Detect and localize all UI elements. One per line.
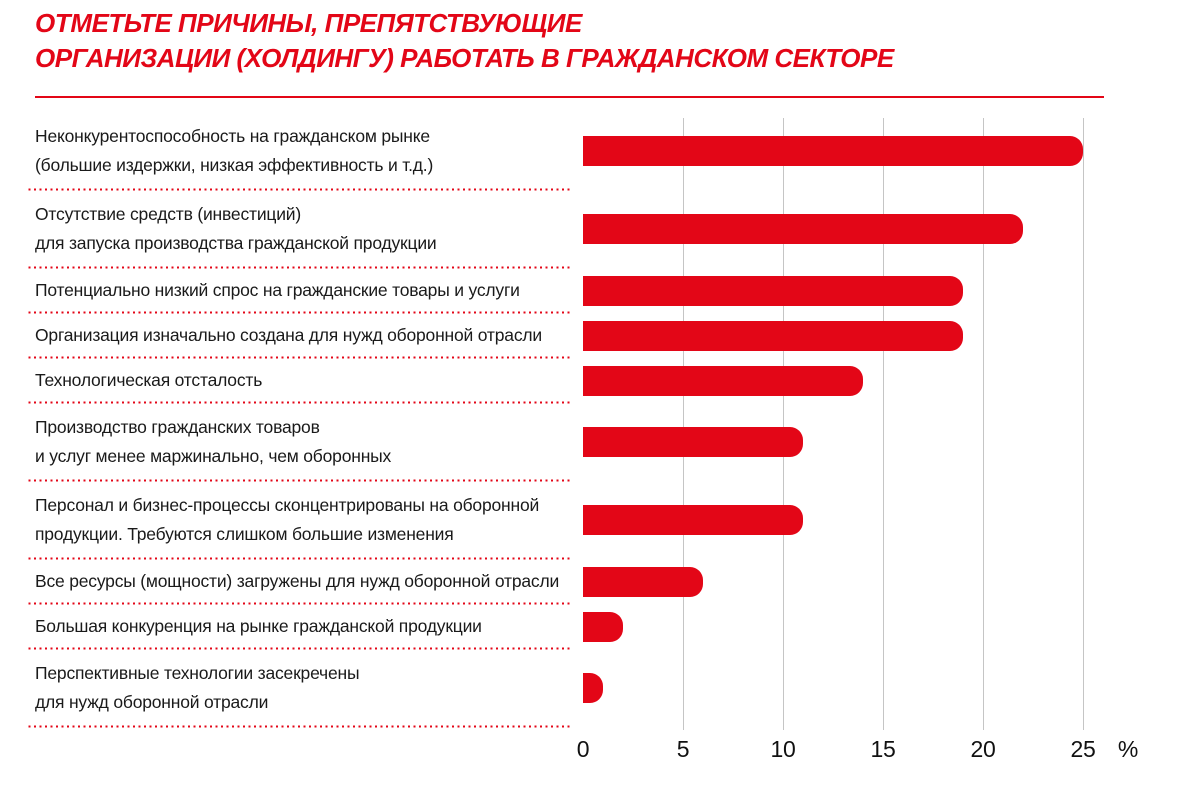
category-label: Все ресурсы (мощности) загружены для нуж… bbox=[28, 559, 573, 604]
chart-row: Большая конкуренция на рынке гражданской… bbox=[0, 604, 1177, 650]
bar-cell bbox=[583, 275, 963, 306]
category-label: Перспективные технологии засекречены для … bbox=[28, 649, 573, 727]
bar bbox=[583, 320, 963, 351]
category-label-line: продукции. Требуются слишком большие изм… bbox=[35, 524, 454, 544]
gridline bbox=[783, 118, 784, 730]
bar-cell bbox=[583, 320, 963, 351]
bar-cell bbox=[583, 611, 623, 642]
category-label-line: Технологическая отсталость bbox=[35, 370, 263, 390]
chart-row: Персонал и бизнес-процессы сконцентриров… bbox=[0, 481, 1177, 560]
gridline bbox=[1083, 118, 1084, 730]
bar bbox=[583, 275, 963, 306]
bar bbox=[583, 611, 623, 642]
chart-row: Производство гражданских товаров и услуг … bbox=[0, 403, 1177, 482]
chart-row: Технологическая отсталость bbox=[0, 358, 1177, 404]
gridline bbox=[883, 118, 884, 730]
category-label-line: (большие издержки, низкая эффективность … bbox=[35, 155, 434, 175]
category-label-line: Неконкурентоспособность на гражданском р… bbox=[35, 126, 430, 146]
gridline bbox=[683, 118, 684, 730]
chart-title-line-1: ОТМЕТЬТЕ ПРИЧИНЫ, ПРЕПЯТСТВУЮЩИЕ bbox=[35, 8, 582, 38]
chart-row: Все ресурсы (мощности) загружены для нуж… bbox=[0, 559, 1177, 605]
chart-title: ОТМЕТЬТЕ ПРИЧИНЫ, ПРЕПЯТСТВУЮЩИЕ ОРГАНИЗ… bbox=[35, 6, 894, 76]
bar-cell bbox=[583, 214, 1023, 244]
category-label-line: Организация изначально создана для нужд … bbox=[35, 325, 542, 345]
bar bbox=[583, 505, 803, 535]
category-label: Большая конкуренция на рынке гражданской… bbox=[28, 604, 573, 649]
bar bbox=[583, 136, 1083, 166]
x-tick-label: 15 bbox=[870, 736, 896, 762]
dotted-separator bbox=[28, 401, 573, 404]
chart-row: Неконкурентоспособность на гражданском р… bbox=[0, 112, 1177, 191]
x-axis: 0 5 10 15 20 25% bbox=[0, 736, 1177, 770]
bar bbox=[583, 214, 1023, 244]
title-divider-line bbox=[35, 96, 1104, 98]
chart-row: Перспективные технологии засекречены для … bbox=[0, 649, 1177, 728]
bar-cell bbox=[583, 365, 863, 396]
x-tick-label: 20 bbox=[970, 736, 996, 762]
category-label-line: Все ресурсы (мощности) загружены для нуж… bbox=[35, 571, 560, 591]
category-label-line: Отсутствие средств (инвестиций) bbox=[35, 204, 301, 224]
bar bbox=[583, 427, 803, 457]
axis-unit-label: % bbox=[1117, 736, 1139, 762]
chart-row: Организация изначально создана для нужд … bbox=[0, 313, 1177, 359]
bar-cell bbox=[583, 505, 803, 535]
category-label-line: для запуска производства гражданской про… bbox=[35, 233, 437, 253]
bar-cell bbox=[583, 136, 1083, 166]
category-label-line: Производство гражданских товаров bbox=[35, 417, 320, 437]
bar-cell bbox=[583, 673, 603, 703]
category-label: Организация изначально создана для нужд … bbox=[28, 313, 573, 358]
category-label: Персонал и бизнес-процессы сконцентриров… bbox=[28, 481, 573, 559]
category-label-line: Персонал и бизнес-процессы сконцентриров… bbox=[35, 495, 540, 515]
x-tick-label: 25 bbox=[1070, 736, 1096, 762]
chart-rows: Неконкурентоспособность на гражданском р… bbox=[0, 112, 1177, 728]
dotted-separator bbox=[28, 311, 573, 314]
dotted-separator bbox=[28, 602, 573, 605]
bar bbox=[583, 365, 863, 396]
x-tick-label: 0 bbox=[576, 736, 590, 762]
category-label: Производство гражданских товаров и услуг … bbox=[28, 403, 573, 481]
bar-cell bbox=[583, 566, 703, 597]
bar-cell bbox=[583, 427, 803, 457]
gridline bbox=[983, 118, 984, 730]
category-label: Неконкурентоспособность на гражданском р… bbox=[28, 112, 573, 190]
category-label-line: Большая конкуренция на рынке гражданской… bbox=[35, 616, 482, 636]
dotted-separator bbox=[28, 356, 573, 359]
dotted-separator bbox=[28, 557, 573, 560]
chart-row: Отсутствие средств (инвестиций) для запус… bbox=[0, 190, 1177, 269]
chart-row: Потенциально низкий спрос на гражданские… bbox=[0, 268, 1177, 314]
dotted-separator bbox=[28, 647, 573, 650]
category-label-line: для нужд оборонной отрасли bbox=[35, 692, 269, 712]
category-label: Отсутствие средств (инвестиций) для запус… bbox=[28, 190, 573, 268]
dotted-separator bbox=[28, 266, 573, 269]
category-label: Технологическая отсталость bbox=[28, 358, 573, 403]
x-tick-label: 5 bbox=[676, 736, 690, 762]
dotted-separator bbox=[28, 725, 573, 728]
category-label-line: и услуг менее маржинально, чем оборонных bbox=[35, 446, 392, 466]
bar bbox=[583, 673, 603, 703]
category-label-line: Потенциально низкий спрос на гражданские… bbox=[35, 280, 520, 300]
dotted-separator bbox=[28, 188, 573, 191]
bar bbox=[583, 566, 703, 597]
x-tick-label: 10 bbox=[770, 736, 796, 762]
chart-title-line-2: ОРГАНИЗАЦИИ (ХОЛДИНГУ) РАБОТАТЬ В ГРАЖДА… bbox=[35, 43, 894, 73]
category-label-line: Перспективные технологии засекречены bbox=[35, 663, 360, 683]
dotted-separator bbox=[28, 479, 573, 482]
category-label: Потенциально низкий спрос на гражданские… bbox=[28, 268, 573, 313]
